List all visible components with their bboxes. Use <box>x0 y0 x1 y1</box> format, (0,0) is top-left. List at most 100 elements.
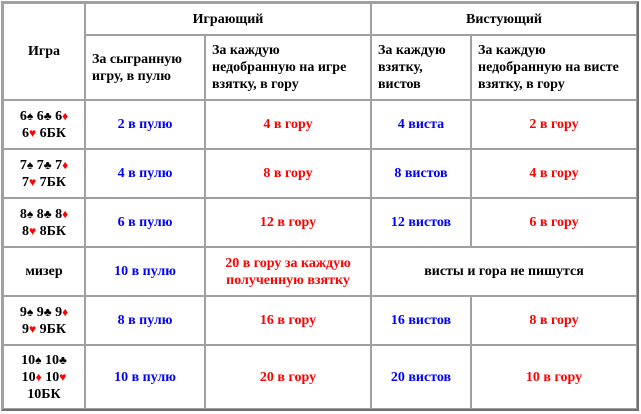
spade-icon: ♠ <box>26 108 34 123</box>
pool-cell: 10 в пулю <box>85 345 205 409</box>
header-player-undertrick: За каждую недобранную на игре взятку, в … <box>205 35 371 100</box>
pool-cell: 8 в пулю <box>85 296 205 345</box>
whists-cell: 12 вистов <box>371 198 471 247</box>
club-icon: ♣ <box>59 352 67 367</box>
game-text: 9 <box>33 304 44 320</box>
game-line: 8♠ 8♣ 8♦ <box>8 206 80 223</box>
diamond-icon: ♦ <box>62 206 69 221</box>
heart-icon: ♥ <box>59 369 67 384</box>
diamond-icon: ♦ <box>62 157 69 172</box>
mountain-cell: 8 в гору <box>205 149 371 198</box>
mountain-cell: 12 в гору <box>205 198 371 247</box>
game-cell: мизер <box>3 247 85 296</box>
pool-cell: 6 в пулю <box>85 198 205 247</box>
game-text: 6 <box>21 125 29 141</box>
game-text: 7БК <box>36 174 67 190</box>
game-text: 6 <box>51 108 63 124</box>
game-text: 10 <box>41 369 60 385</box>
whist-mountain-cell: 2 в гору <box>471 100 637 149</box>
game-line: 7♠ 7♣ 7♦ <box>8 157 80 174</box>
game-text: мизер <box>25 264 63 279</box>
game-text: 10БК <box>27 386 61 402</box>
game-text: 8 <box>21 223 29 239</box>
game-text: 8 <box>51 206 63 222</box>
pool-cell: 4 в пулю <box>85 149 205 198</box>
game-text: 7 <box>19 157 27 173</box>
game-line: 10♠ 10♣ <box>8 352 80 369</box>
mountain-cell: 16 в гору <box>205 296 371 345</box>
game-text: 10 <box>21 369 36 385</box>
game-text: 8 <box>19 206 27 222</box>
club-icon: ♣ <box>43 108 52 123</box>
game-line: 9♠ 9♣ 9♦ <box>8 304 80 321</box>
whist-mountain-cell: 4 в гору <box>471 149 637 198</box>
club-icon: ♣ <box>43 304 52 319</box>
table-row: 10♠ 10♣ 10♦ 10♥ 10БК 10 в пулю 20 в гору 20 в… <box>3 345 637 409</box>
game-cell: 7♠ 7♣ 7♦ 7♥ 7БК <box>3 149 85 198</box>
game-cell: 9♠ 9♣ 9♦ 9♥ 9БК <box>3 296 85 345</box>
spade-icon: ♠ <box>26 206 34 221</box>
game-text: 8 <box>33 206 44 222</box>
diamond-icon: ♦ <box>62 108 69 123</box>
game-line: мизер <box>8 263 80 280</box>
header-game: Игра <box>3 3 85 100</box>
game-line: 9♥ 9БК <box>8 321 80 338</box>
game-text: 6БК <box>36 125 67 141</box>
game-text: 9 <box>19 304 27 320</box>
game-text: 6 <box>33 108 44 124</box>
table-row: 9♠ 9♣ 9♦ 9♥ 9БК 8 в пулю 16 в гору 16 вистов… <box>3 296 637 345</box>
heart-icon: ♥ <box>28 321 37 336</box>
game-text: 7 <box>33 157 44 173</box>
whists-cell: 8 вистов <box>371 149 471 198</box>
header-whister-trick: За каждую взятку, вистов <box>371 35 471 100</box>
table-row: 7♠ 7♣ 7♦ 7♥ 7БК 4 в пулю 8 в гору 8 вистов 4 … <box>3 149 637 198</box>
header-whister: Вистующий <box>371 3 637 35</box>
game-text: 8БК <box>36 223 67 239</box>
game-cell: 8♠ 8♣ 8♦ 8♥ 8БК <box>3 198 85 247</box>
club-icon: ♣ <box>43 206 52 221</box>
game-text: 9 <box>21 321 29 337</box>
header-whister-undertrick: За каждую недобранную на висте взятку, в… <box>471 35 637 100</box>
game-line: 10♦ 10♥ <box>8 369 80 386</box>
pool-cell: 10 в пулю <box>85 247 205 296</box>
table-row: мизер 10 в пулю 20 в гору за каждую получе… <box>3 247 637 296</box>
heart-icon: ♥ <box>28 174 37 189</box>
mountain-cell: 20 в гору за каждую полученную взятку <box>205 247 371 296</box>
pool-cell: 2 в пулю <box>85 100 205 149</box>
club-icon: ♣ <box>43 157 52 172</box>
mountain-cell: 20 в гору <box>205 345 371 409</box>
header-player-played: За сыгранную игру, в пулю <box>85 35 205 100</box>
game-line: 10БК <box>8 386 80 403</box>
whist-mountain-cell: 10 в гору <box>471 345 637 409</box>
header-player: Играющий <box>85 3 371 35</box>
game-line: 7♥ 7БК <box>8 174 80 191</box>
game-line: 8♥ 8БК <box>8 223 80 240</box>
whists-cell: 16 вистов <box>371 296 471 345</box>
game-text: 9БК <box>36 321 67 337</box>
game-text: 7 <box>51 157 63 173</box>
game-cell: 10♠ 10♣ 10♦ 10♥ 10БК <box>3 345 85 409</box>
whist-note-cell: висты и гора не пишутся <box>371 247 637 296</box>
diamond-icon: ♦ <box>62 304 69 319</box>
whist-mountain-cell: 6 в гору <box>471 198 637 247</box>
game-text: 10 <box>41 352 59 368</box>
mountain-cell: 4 в гору <box>205 100 371 149</box>
game-line: 6♥ 6БК <box>8 125 80 142</box>
diamond-icon: ♦ <box>35 369 42 384</box>
whists-cell: 4 виста <box>371 100 471 149</box>
spade-icon: ♠ <box>26 157 34 172</box>
game-text: 10 <box>21 352 36 368</box>
game-text: 9 <box>51 304 63 320</box>
spade-icon: ♠ <box>26 304 34 319</box>
game-cell: 6♠ 6♣ 6♦ 6♥ 6БК <box>3 100 85 149</box>
game-text: 6 <box>19 108 27 124</box>
spade-icon: ♠ <box>35 352 42 367</box>
table-row: 6♠ 6♣ 6♦ 6♥ 6БК 2 в пулю 4 в гору 4 виста 2 в… <box>3 100 637 149</box>
game-text: 7 <box>21 174 29 190</box>
heart-icon: ♥ <box>28 223 37 238</box>
game-line: 6♠ 6♣ 6♦ <box>8 108 80 125</box>
table-row: 8♠ 8♣ 8♦ 8♥ 8БК 6 в пулю 12 в гору 12 вистов… <box>3 198 637 247</box>
whists-cell: 20 вистов <box>371 345 471 409</box>
heart-icon: ♥ <box>28 125 37 140</box>
